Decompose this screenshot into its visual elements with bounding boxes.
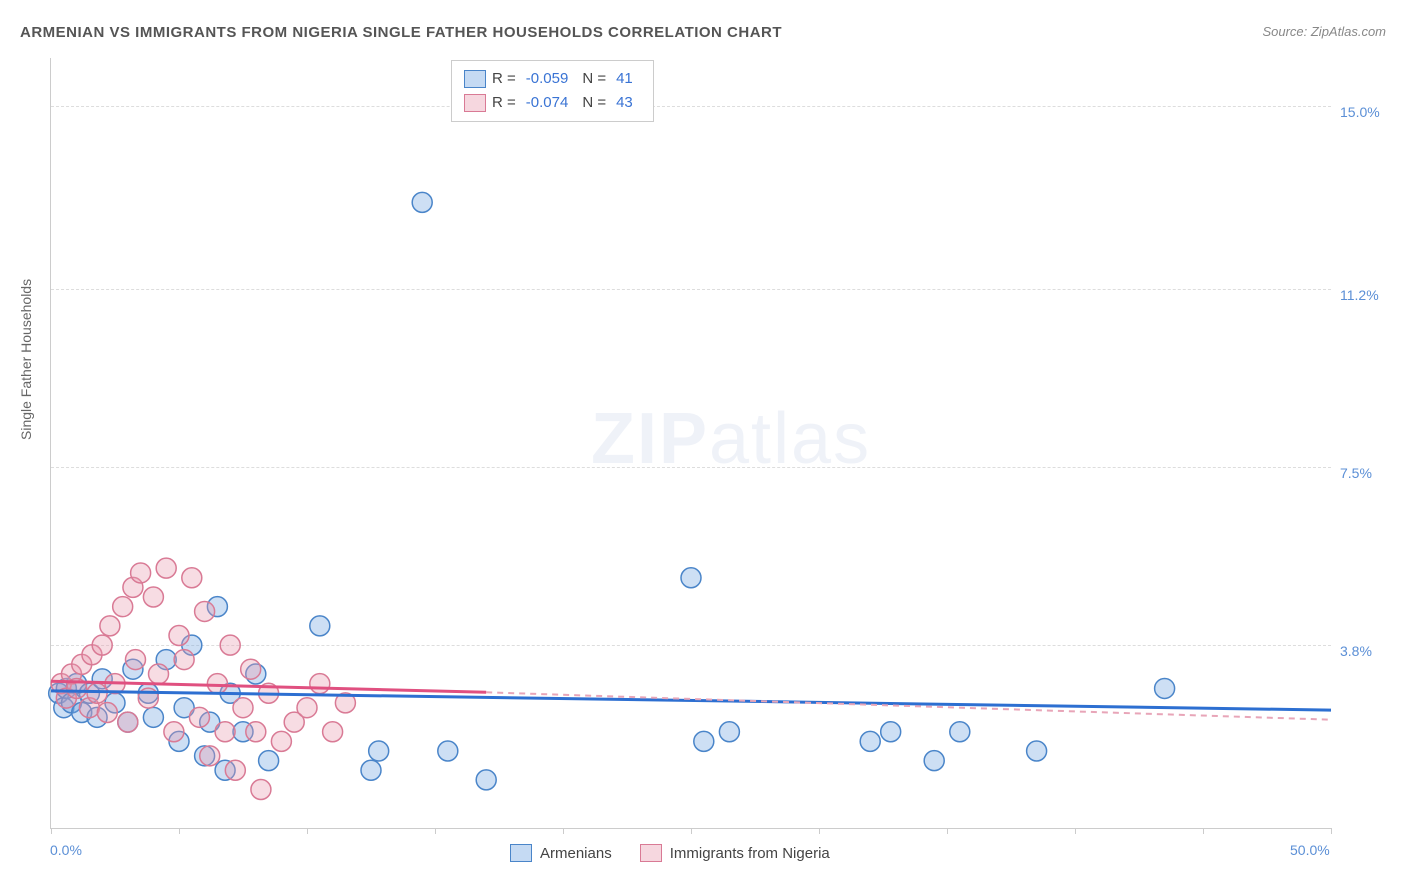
scatter-point: [100, 616, 120, 636]
scatter-point: [207, 674, 227, 694]
scatter-point: [297, 698, 317, 718]
scatter-point: [164, 722, 184, 742]
scatter-point: [860, 731, 880, 751]
scatter-point: [143, 707, 163, 727]
correlation-row: R = -0.059 N = 41: [464, 67, 641, 91]
x-tick: [819, 828, 820, 834]
correlation-row: R = -0.074 N = 43: [464, 91, 641, 115]
scatter-point: [694, 731, 714, 751]
scatter-point: [1155, 678, 1175, 698]
x-tick: [307, 828, 308, 834]
scatter-svg: [51, 58, 1331, 828]
scatter-point: [143, 587, 163, 607]
y-tick-label: 7.5%: [1340, 465, 1372, 481]
regression-line-dashed: [486, 692, 1331, 719]
scatter-point: [169, 626, 189, 646]
chart-container: ARMENIAN VS IMMIGRANTS FROM NIGERIA SING…: [0, 0, 1406, 892]
chart-title: ARMENIAN VS IMMIGRANTS FROM NIGERIA SING…: [20, 24, 782, 41]
plot-area: ZIPatlas R =-0.059N =41R =-0.074N =43: [50, 58, 1331, 829]
scatter-point: [681, 568, 701, 588]
scatter-point: [323, 722, 343, 742]
x-tick: [947, 828, 948, 834]
scatter-point: [246, 722, 266, 742]
scatter-point: [241, 659, 261, 679]
legend-swatch: [464, 94, 486, 112]
scatter-point: [189, 707, 209, 727]
scatter-point: [97, 703, 117, 723]
scatter-point: [924, 751, 944, 771]
n-label: N =: [582, 67, 606, 91]
x-tick: [1203, 828, 1204, 834]
scatter-point: [92, 635, 112, 655]
scatter-point: [156, 558, 176, 578]
scatter-point: [719, 722, 739, 742]
x-tick: [563, 828, 564, 834]
x-tick-label: 50.0%: [1290, 842, 1330, 858]
scatter-point: [950, 722, 970, 742]
legend-label: Immigrants from Nigeria: [670, 845, 830, 862]
scatter-point: [131, 563, 151, 583]
scatter-point: [87, 683, 107, 703]
y-tick-label: 15.0%: [1340, 104, 1380, 120]
scatter-point: [149, 664, 169, 684]
x-tick: [51, 828, 52, 834]
scatter-point: [200, 746, 220, 766]
legend-swatch: [510, 844, 532, 862]
scatter-point: [220, 635, 240, 655]
scatter-point: [476, 770, 496, 790]
bottom-legend: Armenians Immigrants from Nigeria: [510, 844, 850, 862]
scatter-point: [195, 601, 215, 621]
scatter-point: [271, 731, 291, 751]
r-value: -0.074: [526, 91, 569, 115]
correlation-box: R = -0.059 N = 41 R = -0.074 N = 43: [451, 60, 654, 122]
scatter-point: [233, 698, 253, 718]
scatter-point: [881, 722, 901, 742]
scatter-point: [251, 780, 271, 800]
scatter-point: [125, 650, 145, 670]
scatter-point: [369, 741, 389, 761]
scatter-point: [174, 650, 194, 670]
legend-swatch: [464, 70, 486, 88]
scatter-point: [1027, 741, 1047, 761]
n-value: 41: [616, 67, 633, 91]
y-axis-label: Single Father Households: [18, 279, 34, 440]
r-label: R =: [492, 91, 516, 115]
y-tick-label: 11.2%: [1340, 287, 1379, 303]
x-tick-label: 0.0%: [50, 842, 82, 858]
x-tick: [1075, 828, 1076, 834]
x-tick: [691, 828, 692, 834]
scatter-point: [118, 712, 138, 732]
legend-label: Armenians: [540, 845, 612, 862]
x-tick: [435, 828, 436, 834]
scatter-point: [310, 674, 330, 694]
y-tick-label: 3.8%: [1340, 643, 1372, 659]
scatter-point: [310, 616, 330, 636]
n-label: N =: [582, 91, 606, 115]
scatter-point: [438, 741, 458, 761]
x-tick: [179, 828, 180, 834]
scatter-point: [182, 568, 202, 588]
source-label: Source: ZipAtlas.com: [1262, 24, 1386, 39]
x-tick: [1331, 828, 1332, 834]
scatter-point: [225, 760, 245, 780]
scatter-point: [361, 760, 381, 780]
r-value: -0.059: [526, 67, 569, 91]
n-value: 43: [616, 91, 633, 115]
legend-swatch: [640, 844, 662, 862]
scatter-point: [259, 751, 279, 771]
scatter-point: [113, 597, 133, 617]
scatter-point: [412, 192, 432, 212]
r-label: R =: [492, 67, 516, 91]
scatter-point: [215, 722, 235, 742]
